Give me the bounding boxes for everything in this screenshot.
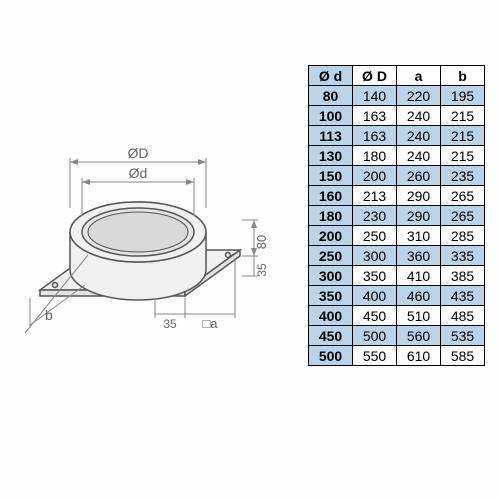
table-cell: 240 [397,146,441,166]
table-cell: 250 [309,246,353,266]
table-cell: 250 [353,226,397,246]
table-cell: 300 [309,266,353,286]
table-cell: 290 [397,206,441,226]
table-row: 180230290265 [309,206,485,226]
hole-icon [53,283,58,288]
table-cell: 290 [397,186,441,206]
table-cell: 140 [353,86,397,106]
arrow-icon [82,179,90,185]
table-row: 250300360335 [309,246,485,266]
label-OD: ØD [128,145,149,161]
table-cell: 240 [397,126,441,146]
table-row: 130180240215 [309,146,485,166]
table-cell: 300 [353,246,397,266]
table-cell: 215 [441,126,485,146]
table-cell: 460 [397,286,441,306]
dimensions-table: Ø d Ø D a b 8014022019510016324021511316… [308,65,485,366]
table-cell: 500 [353,326,397,346]
table-cell: 500 [309,346,353,366]
table-cell: 220 [397,86,441,106]
table-cell: 150 [309,166,353,186]
table-cell: 195 [441,86,485,106]
table-row: 400450510485 [309,306,485,326]
table-cell: 100 [309,106,353,126]
table-cell: 235 [441,166,485,186]
table-cell: 130 [309,146,353,166]
col-header-b: b [441,66,485,86]
col-header-D: Ø D [353,66,397,86]
arrow-icon [251,220,257,228]
table-cell: 265 [441,186,485,206]
table-cell: 585 [441,346,485,366]
table-body: 8014022019510016324021511316324021513018… [309,86,485,366]
label-m1: 35 [255,263,269,277]
table-cell: 385 [441,266,485,286]
table-cell: 310 [397,226,441,246]
table-row: 80140220195 [309,86,485,106]
table-cell: 285 [441,226,485,246]
table-cell: 535 [441,326,485,346]
table-cell: 160 [309,186,353,206]
table-cell: 230 [353,206,397,226]
arrow-icon [198,159,206,165]
table-cell: 213 [353,186,397,206]
table-cell: 400 [309,306,353,326]
table-row: 200250310285 [309,226,485,246]
hole-icon [226,253,231,258]
table-cell: 485 [441,306,485,326]
table-cell: 163 [353,106,397,126]
table-cell: 550 [353,346,397,366]
label-a: □a [202,316,218,331]
table-cell: 400 [353,286,397,306]
table-cell: 260 [397,166,441,186]
table-cell: 200 [309,226,353,246]
label-h: 80 [254,235,269,249]
table-cell: 200 [353,166,397,186]
dimensions-table-wrap: Ø d Ø D a b 8014022019510016324021511316… [308,65,485,366]
table-cell: 215 [441,146,485,166]
collar-bore [88,212,188,252]
table-cell: 360 [397,246,441,266]
table-row: 300350410385 [309,266,485,286]
label-m2: 35 [163,317,177,331]
table-cell: 180 [309,206,353,226]
table-row: 450500560535 [309,326,485,346]
table-row: 160213290265 [309,186,485,206]
table-cell: 450 [309,326,353,346]
table-cell: 215 [441,106,485,126]
label-b: b [45,307,53,323]
table-cell: 510 [397,306,441,326]
diagram-svg: ØD Ød 80 35 b [10,120,270,360]
technical-diagram: ØD Ød 80 35 b [10,120,270,360]
table-cell: 335 [441,246,485,266]
table-cell: 350 [353,266,397,286]
table-cell: 560 [397,326,441,346]
table-cell: 163 [353,126,397,146]
table-row: 350400460435 [309,286,485,306]
table-header-row: Ø d Ø D a b [309,66,485,86]
col-header-a: a [397,66,441,86]
table-cell: 450 [353,306,397,326]
table-cell: 350 [309,286,353,306]
table-cell: 113 [309,126,353,146]
table-cell: 265 [441,206,485,226]
arrow-icon [186,179,194,185]
table-cell: 80 [309,86,353,106]
table-cell: 610 [397,346,441,366]
table-cell: 410 [397,266,441,286]
table-cell: 180 [353,146,397,166]
col-header-d: Ø d [309,66,353,86]
table-row: 150200260235 [309,166,485,186]
table-row: 100163240215 [309,106,485,126]
page: ØD Ød 80 35 b [0,0,500,500]
label-Od: Ød [129,165,148,181]
arrow-icon [70,159,78,165]
table-row: 113163240215 [309,126,485,146]
table-cell: 435 [441,286,485,306]
table-cell: 240 [397,106,441,126]
table-row: 500550610585 [309,346,485,366]
